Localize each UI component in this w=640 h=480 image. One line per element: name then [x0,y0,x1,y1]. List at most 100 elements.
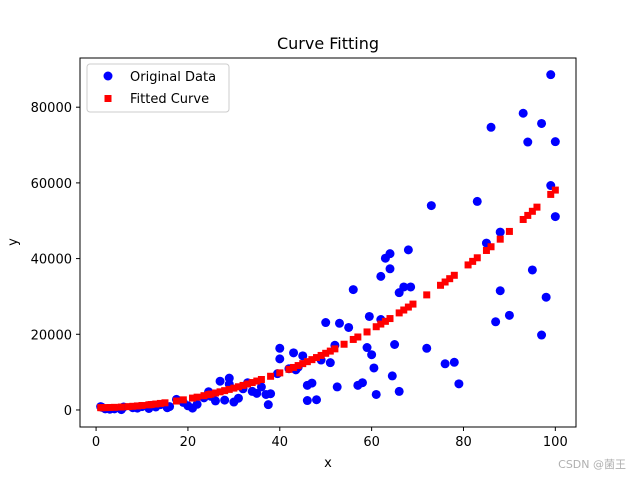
x-tick-label: 80 [455,435,472,450]
x-axis-label: x [324,456,332,471]
fitted-curve-point [147,401,155,409]
original-data-point [523,137,533,147]
y-tick-label: 60000 [31,177,72,192]
original-data-point [307,378,317,388]
original-data-point [394,386,404,396]
fitted-curve-point [303,358,311,366]
x-tick-label: 100 [543,435,568,450]
fitted-curve-point [505,227,513,235]
fitted-curve-point [528,207,536,215]
fitted-curve-point [172,397,180,405]
fitted-curve-point [487,243,495,251]
original-data-point [215,376,225,386]
original-data-point [183,401,193,411]
original-data-point [357,378,367,388]
legend-label-original: Original Data [130,70,216,85]
fitted-curve-point [482,246,490,254]
fitted-curve-point [257,375,265,383]
original-data-point [192,399,202,409]
fitted-curve-point [161,399,169,407]
original-data-point [491,317,501,327]
original-data-point [298,351,308,361]
legend-marker-fitted [104,95,112,102]
original-data-point [302,396,312,406]
original-data-point [256,382,266,392]
fitted-curve-point [372,323,380,331]
original-data-point [348,285,358,295]
fitted-curve-point [189,394,197,402]
original-data-point [546,70,556,80]
fitted-curve-point [363,328,371,336]
original-data-point [275,354,285,364]
original-data-point [367,350,377,360]
original-data-point [364,311,374,321]
fitted-curve-point [179,396,187,404]
fitted-curve-point [244,380,252,388]
fitted-curve-point [299,360,307,368]
fitted-curve-point [200,392,208,400]
original-data-point [233,393,243,403]
original-data-point [495,227,505,237]
fitted-curve-point [124,403,132,411]
original-data-point [385,264,395,274]
fitted-curve-point [354,333,362,341]
fitted-curve-point [248,379,256,387]
plot-points [96,70,560,415]
original-data-point [504,310,514,320]
fitted-curve-point [377,320,385,328]
original-data-point [362,343,372,353]
original-data-point [403,245,413,255]
fitted-curve-point [133,402,141,410]
original-data-point [486,122,496,132]
y-tick-label: 40000 [31,253,72,268]
fitted-curve-point [469,257,477,265]
original-data-point [385,249,395,259]
y-axis-ticks: 0 20000 40000 60000 80000 [31,101,80,419]
x-tick-label: 20 [180,435,197,450]
fitted-curve-point [437,281,445,289]
fitted-curve-point [308,356,316,364]
fitted-curve-point [117,403,125,411]
fitted-curve-point [524,211,532,219]
fitted-curve-point [423,291,431,299]
original-data-point [537,330,547,340]
fitted-curve-point [400,306,408,314]
fitted-curve-point [221,387,229,395]
original-data-point [334,318,344,328]
original-data-point [426,201,436,211]
original-data-point [537,118,547,128]
original-data-point [518,108,528,118]
original-data-point [527,265,537,275]
fitted-curve-point [331,345,339,353]
original-data-point [422,343,432,353]
x-tick-label: 40 [272,435,289,450]
original-data-point [550,137,560,147]
fitted-curve-point [547,190,555,198]
original-data-point [220,395,230,405]
fitted-curve-point [276,369,284,377]
fitted-curve-point [101,404,109,412]
fitted-curve-point [225,385,233,393]
watermark: CSDN @菌王 [558,458,626,471]
y-tick-label: 20000 [31,328,72,343]
original-data-point [325,358,335,368]
fitted-curve-point [230,384,238,392]
original-data-point [495,286,505,296]
chart-title: Curve Fitting [277,34,379,53]
original-data-point [406,282,416,292]
fitted-curve-point [138,402,146,410]
legend-box [86,63,230,113]
fitted-curve-point [211,389,219,397]
original-data-point [371,389,381,399]
original-data-point [312,395,322,405]
fitted-curve-point [450,271,458,279]
x-tick-label: 60 [363,435,380,450]
fitted-curve-point [294,362,302,370]
fitted-curve-point [239,381,247,389]
original-data-point [252,388,262,398]
original-data-point [550,212,560,222]
fitted-curve-point [533,203,541,211]
fitted-curve-point [519,215,527,223]
legend-marker-original [103,71,113,81]
